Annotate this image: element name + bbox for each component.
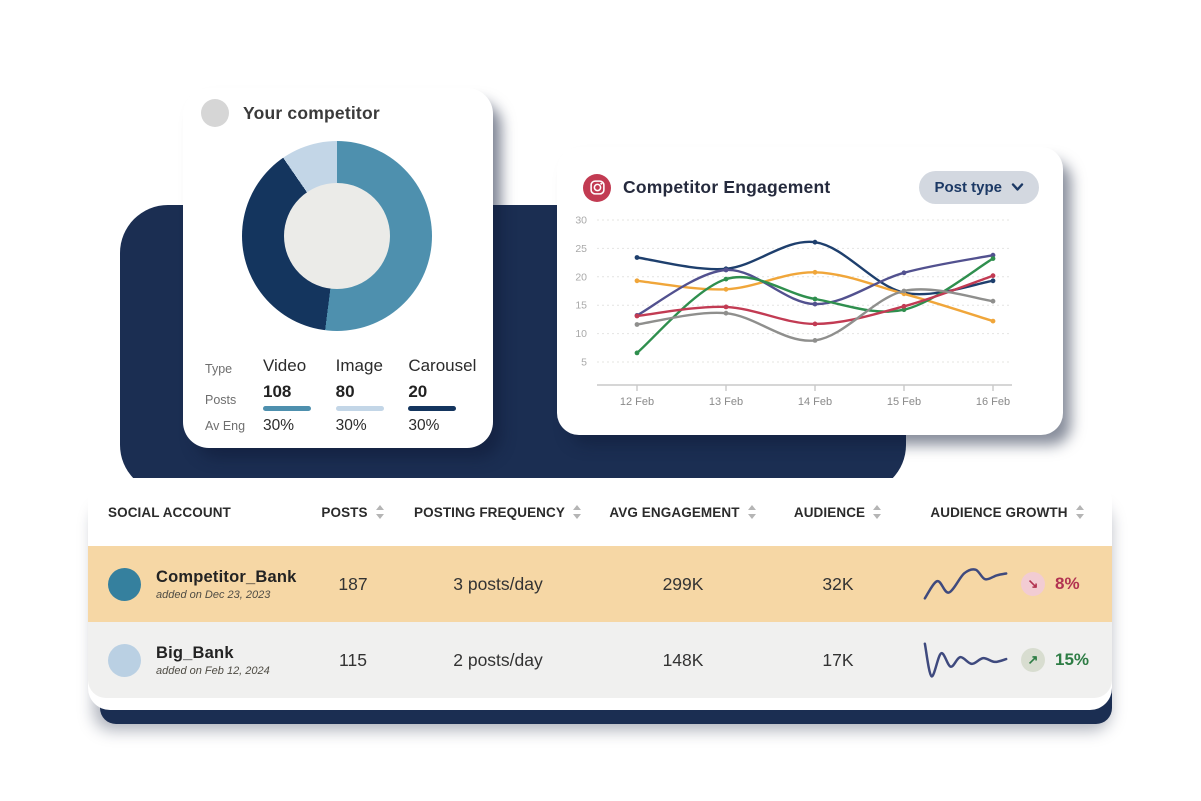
stat-eng-video: 30% xyxy=(263,417,295,434)
dropdown-label: Post type xyxy=(934,179,1002,196)
posts-value: 108 xyxy=(263,382,292,401)
svg-text:16 Feb: 16 Feb xyxy=(976,396,1010,408)
column-label: AUDIENCE GROWTH xyxy=(930,504,1068,520)
column-label: AVG ENGAGEMENT xyxy=(609,504,740,520)
competitor-donut-card: Your competitor Type Video Image Carouse… xyxy=(183,88,493,448)
column-label: AUDIENCE xyxy=(793,504,866,520)
post-type-dropdown[interactable]: Post type xyxy=(919,171,1039,204)
donut-hole xyxy=(284,183,390,289)
stats-row-label-aveng: Av Eng xyxy=(205,419,246,433)
donut-chart xyxy=(242,141,432,331)
posts-cell: 115 xyxy=(339,649,367,670)
growth-percent: 8% xyxy=(1055,574,1080,593)
card-title: Your competitor xyxy=(243,102,380,123)
posts-value: 20 xyxy=(408,382,428,401)
column-header-posts[interactable]: POSTS xyxy=(303,504,403,520)
svg-text:15: 15 xyxy=(575,300,587,312)
account-name: Big_Bank xyxy=(156,643,234,662)
svg-text:5: 5 xyxy=(581,357,587,369)
trend-down-icon: ↘ xyxy=(1021,572,1045,596)
column-header-audience-growth[interactable]: AUDIENCE GROWTH xyxy=(903,504,1112,520)
table-header-row: SOCIAL ACCOUNT POSTS POSTING FREQUENCY A… xyxy=(88,478,1112,546)
column-label: SOCIAL ACCOUNT xyxy=(108,504,231,520)
underline-bar xyxy=(408,406,457,411)
stat-posts-video: 108 xyxy=(263,382,336,417)
posts-value: 80 xyxy=(335,382,355,401)
card-title: Competitor Engagement xyxy=(623,177,831,197)
svg-text:13 Feb: 13 Feb xyxy=(709,396,743,408)
avg-engagement-cell: 148K xyxy=(662,649,704,670)
column-label: POSTS xyxy=(321,504,368,520)
account-cell: Competitor_Bank added on Dec 23, 2023 xyxy=(108,567,303,601)
stats-row-label-type: Type xyxy=(205,362,233,376)
stats-row-label-posts: Posts xyxy=(205,392,237,407)
stat-posts-carousel: 20 xyxy=(408,382,481,417)
post-type-stats: Type Video Image Carousel Posts 108 80 2… xyxy=(205,356,481,435)
stat-type-video: Video xyxy=(263,356,307,375)
sort-icon[interactable] xyxy=(1075,504,1085,520)
svg-text:14 Feb: 14 Feb xyxy=(798,396,832,408)
instagram-glyph xyxy=(589,180,605,195)
column-header-avg-engagement[interactable]: AVG ENGAGEMENT xyxy=(593,504,773,520)
avg-engagement-cell: 299K xyxy=(662,573,704,594)
avatar xyxy=(108,643,141,677)
column-header-social-account: SOCIAL ACCOUNT xyxy=(108,505,303,520)
stat-type-image: Image xyxy=(335,356,383,375)
audience-cell: 17K xyxy=(822,649,854,670)
account-added-date: added on Dec 23, 2023 xyxy=(156,588,271,601)
sort-icon[interactable] xyxy=(747,504,757,520)
audience-growth-cell: ↘ 8% xyxy=(903,562,1112,606)
stat-type-carousel: Carousel xyxy=(408,356,477,375)
engagement-line-chart: 5 10 15 20 25 30 12 Feb 13 Feb 14 Feb 15 Feb 16 Fe… xyxy=(575,215,1012,408)
table-row-competitor-bank[interactable]: Competitor_Bank added on Dec 23, 2023 18… xyxy=(88,546,1112,622)
growth-percent: 15% xyxy=(1055,650,1090,669)
account-texts: Competitor_Bank added on Dec 23, 2023 xyxy=(156,568,297,601)
account-name: Competitor_Bank xyxy=(156,567,297,586)
stat-eng-carousel: 30% xyxy=(408,417,440,434)
posting-frequency-cell: 3 posts/day xyxy=(453,573,543,594)
underline-bar xyxy=(263,406,311,411)
svg-text:25: 25 xyxy=(575,243,587,255)
account-added-date: added on Feb 12, 2024 xyxy=(156,664,270,677)
chevron-down-icon xyxy=(1011,183,1024,191)
growth-sparkline xyxy=(923,568,1008,600)
svg-text:20: 20 xyxy=(575,271,587,283)
engagement-card-header: Competitor Engagement Post type xyxy=(583,171,1039,204)
competitor-card-header: Your competitor xyxy=(201,99,380,127)
column-header-posting-frequency[interactable]: POSTING FREQUENCY xyxy=(403,504,593,520)
audience-growth-cell: ↗ 15% xyxy=(903,638,1112,682)
svg-text:15 Feb: 15 Feb xyxy=(887,396,921,408)
trend-up-icon: ↗ xyxy=(1021,648,1045,672)
avatar xyxy=(201,99,229,127)
audience-cell: 32K xyxy=(822,573,854,594)
column-label: POSTING FREQUENCY xyxy=(414,504,565,520)
stat-posts-image: 80 xyxy=(335,382,409,417)
underline-bar xyxy=(335,406,384,411)
account-cell: Big_Bank added on Feb 12, 2024 xyxy=(108,643,303,677)
competitor-comparison-table: SOCIAL ACCOUNT POSTS POSTING FREQUENCY A… xyxy=(88,478,1112,710)
avatar xyxy=(108,567,141,601)
sort-icon[interactable] xyxy=(375,504,385,520)
column-header-audience[interactable]: AUDIENCE xyxy=(773,504,903,520)
svg-text:30: 30 xyxy=(575,215,587,227)
svg-text:10: 10 xyxy=(575,328,587,340)
sort-icon[interactable] xyxy=(572,504,582,520)
account-texts: Big_Bank added on Feb 12, 2024 xyxy=(156,644,270,677)
growth-sparkline xyxy=(923,642,1008,678)
stat-eng-image: 30% xyxy=(335,417,367,434)
sort-icon[interactable] xyxy=(872,504,882,520)
table-row-big-bank[interactable]: Big_Bank added on Feb 12, 2024 115 2 pos… xyxy=(88,622,1112,698)
competitor-engagement-card: Competitor Engagement Post type 5 10 15 20 2… xyxy=(557,147,1063,435)
svg-text:12 Feb: 12 Feb xyxy=(620,396,654,408)
instagram-icon xyxy=(583,173,611,202)
posting-frequency-cell: 2 posts/day xyxy=(453,649,543,670)
posts-cell: 187 xyxy=(338,573,368,594)
